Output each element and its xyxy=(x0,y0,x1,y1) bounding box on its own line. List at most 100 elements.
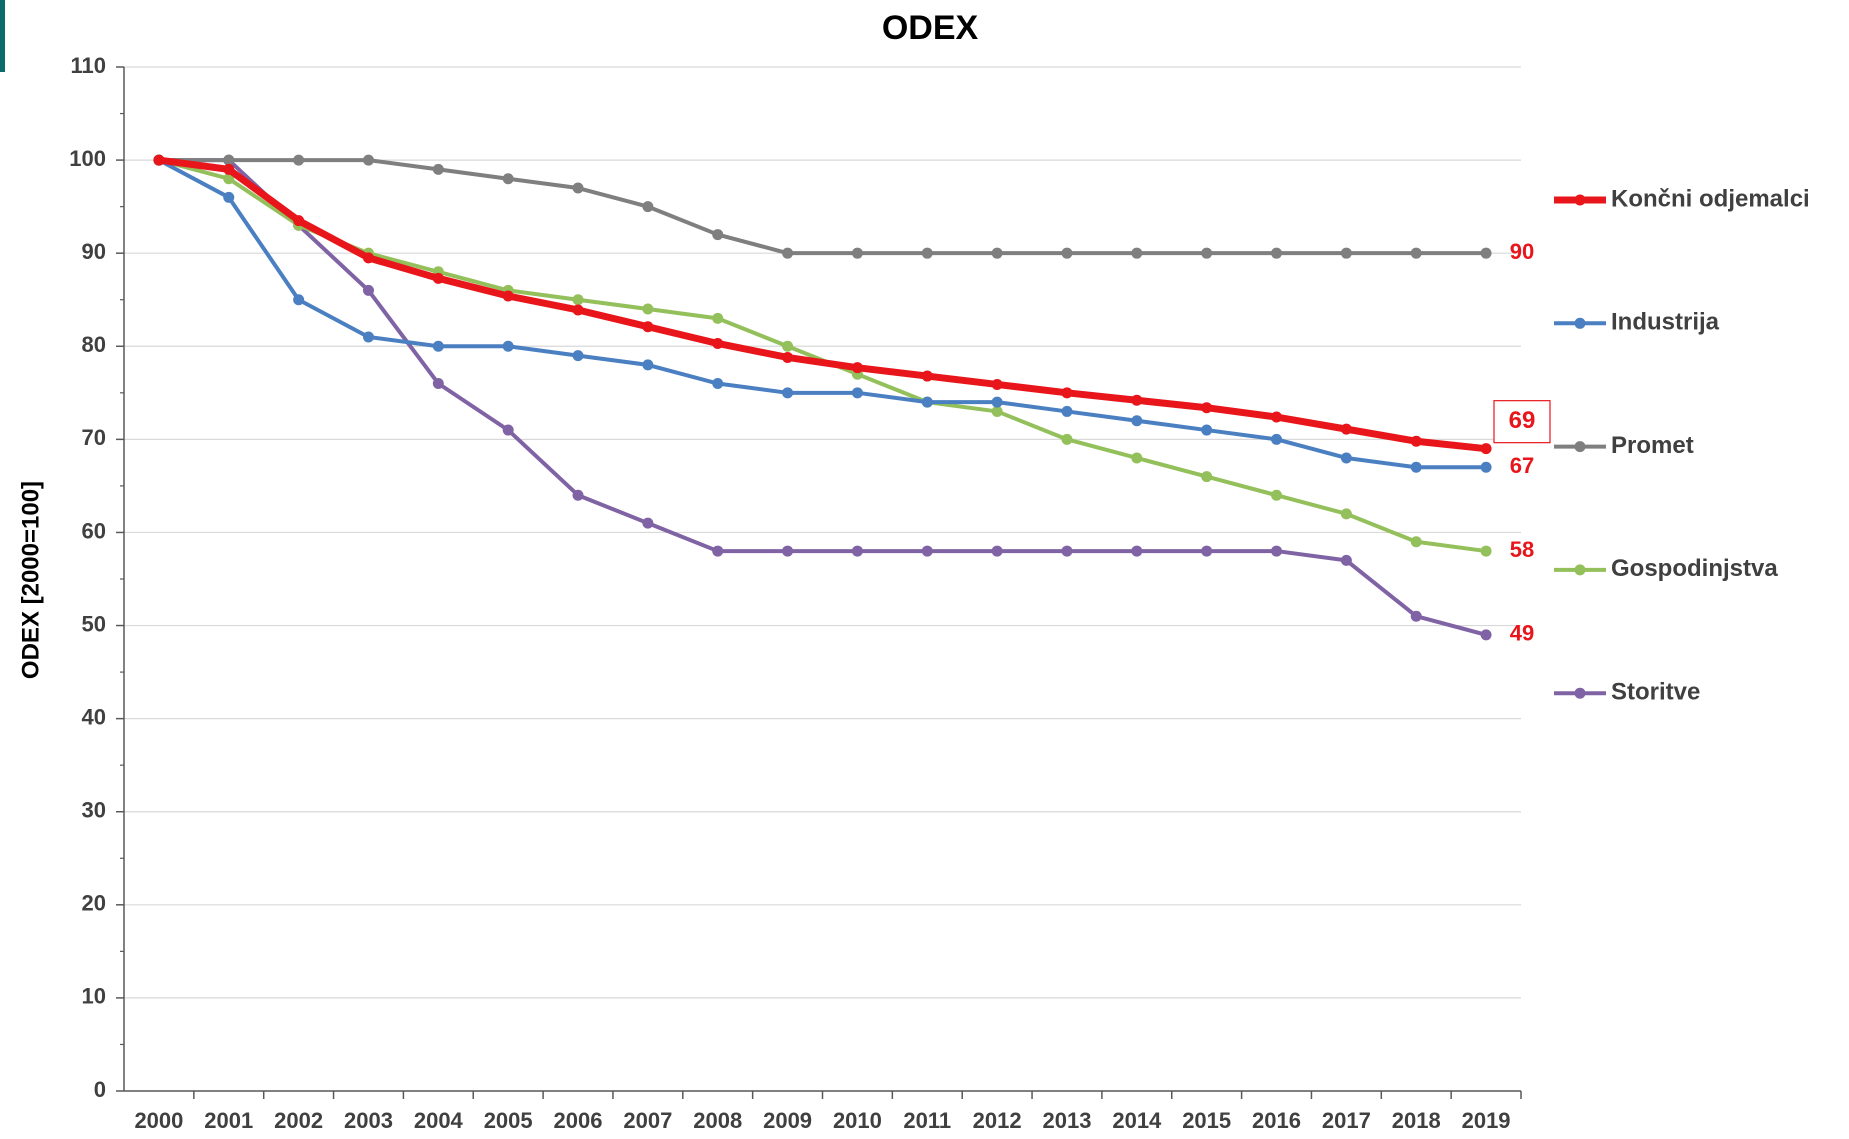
y-tick-label: 80 xyxy=(82,332,106,357)
y-tick-label: 0 xyxy=(94,1077,106,1102)
point xyxy=(362,284,374,296)
end-label: 69 xyxy=(1509,407,1536,434)
x-tick-label: 2009 xyxy=(763,1108,812,1133)
legend-marker xyxy=(1574,564,1586,576)
x-tick-label: 2012 xyxy=(973,1108,1022,1133)
point xyxy=(712,312,724,324)
y-tick-label: 50 xyxy=(82,611,106,636)
point xyxy=(572,294,584,306)
point xyxy=(293,215,305,227)
point xyxy=(1410,610,1422,622)
point xyxy=(362,331,374,343)
legend-label: Storitve xyxy=(1611,679,1700,706)
point xyxy=(712,229,724,241)
point xyxy=(1340,423,1352,435)
point xyxy=(642,321,654,333)
point xyxy=(642,359,654,371)
point xyxy=(851,387,863,399)
x-tick-label: 2011 xyxy=(903,1108,951,1133)
end-label: 90 xyxy=(1510,239,1534,264)
point xyxy=(1410,435,1422,447)
point xyxy=(991,378,1003,390)
point xyxy=(432,378,444,390)
point xyxy=(782,247,794,259)
point xyxy=(642,201,654,213)
y-tick-label: 70 xyxy=(82,425,106,450)
x-tick-label: 2010 xyxy=(833,1108,882,1133)
y-tick-label: 10 xyxy=(82,984,106,1009)
chart-title: ODEX xyxy=(882,9,979,47)
point xyxy=(223,173,235,185)
point xyxy=(293,294,305,306)
legend-marker xyxy=(1574,441,1586,453)
point xyxy=(1340,554,1352,566)
point xyxy=(1061,405,1073,417)
point xyxy=(712,378,724,390)
point xyxy=(432,163,444,175)
x-tick-label: 2016 xyxy=(1252,1108,1301,1133)
point xyxy=(991,396,1003,408)
legend-label: Promet xyxy=(1611,432,1694,459)
y-tick-label: 100 xyxy=(69,146,106,171)
point xyxy=(851,247,863,259)
point xyxy=(502,340,514,352)
point xyxy=(921,545,933,557)
point xyxy=(1131,415,1143,427)
point xyxy=(1340,247,1352,259)
point xyxy=(782,387,794,399)
point xyxy=(1271,433,1283,445)
point xyxy=(1340,452,1352,464)
point xyxy=(1480,461,1492,473)
point xyxy=(712,337,724,349)
series-line xyxy=(157,158,1487,470)
x-tick-label: 2014 xyxy=(1112,1108,1162,1133)
x-tick-label: 2015 xyxy=(1182,1108,1231,1133)
point xyxy=(572,489,584,501)
point xyxy=(782,340,794,352)
y-tick-label: 20 xyxy=(82,891,106,916)
edge-strip xyxy=(0,0,5,72)
point xyxy=(991,405,1003,417)
end-label: 58 xyxy=(1510,537,1534,562)
point xyxy=(572,182,584,194)
point xyxy=(223,191,235,203)
series-line xyxy=(158,156,1487,453)
series-line xyxy=(158,158,1487,256)
point xyxy=(432,340,444,352)
point xyxy=(642,517,654,529)
x-tick-label: 2018 xyxy=(1392,1108,1441,1133)
point xyxy=(223,163,235,175)
y-tick-label: 90 xyxy=(82,239,106,264)
point xyxy=(572,350,584,362)
y-tick-label: 30 xyxy=(82,798,106,823)
point xyxy=(921,247,933,259)
point xyxy=(1271,247,1283,259)
point xyxy=(1480,629,1492,641)
point xyxy=(153,154,165,166)
x-tick-label: 2002 xyxy=(274,1108,323,1133)
point xyxy=(223,154,235,166)
point xyxy=(1480,545,1492,557)
point xyxy=(921,370,933,382)
legend-marker xyxy=(1574,687,1586,699)
x-tick-label: 2013 xyxy=(1042,1108,1091,1133)
point xyxy=(1271,411,1283,423)
x-tick-label: 2005 xyxy=(484,1108,533,1133)
x-tick-label: 2006 xyxy=(554,1108,603,1133)
point xyxy=(1410,536,1422,548)
point xyxy=(921,396,933,408)
point xyxy=(293,154,305,166)
point xyxy=(1201,424,1213,436)
legend-label: Industrija xyxy=(1611,309,1720,336)
point xyxy=(502,173,514,185)
point xyxy=(1131,545,1143,557)
point xyxy=(1480,443,1492,455)
point xyxy=(1131,394,1143,406)
point xyxy=(1340,508,1352,520)
point xyxy=(1271,545,1283,557)
y-axis-label: ODEX [2000=100] xyxy=(17,481,44,679)
point xyxy=(1201,545,1213,557)
x-tick-label: 2003 xyxy=(344,1108,393,1133)
point xyxy=(502,424,514,436)
